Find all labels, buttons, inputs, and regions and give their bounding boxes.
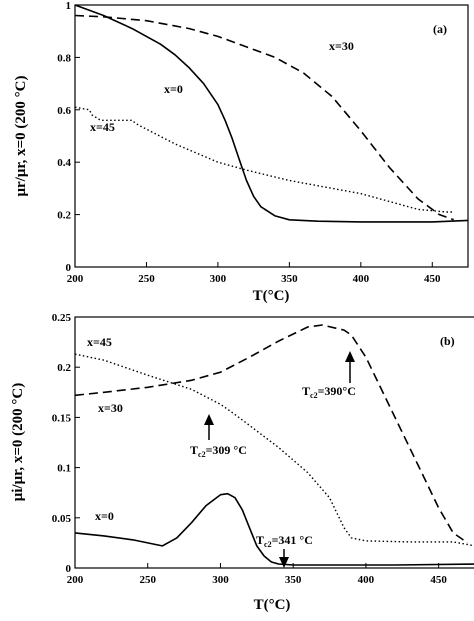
- y-tick-label: 0.2: [57, 210, 71, 222]
- panel-a-label-x30: x=30: [329, 39, 354, 53]
- series-line-x-30: [74, 14, 454, 221]
- panel-b-tag: (b): [440, 334, 455, 348]
- annotation-tc2-390: Tc2=390°C: [302, 351, 356, 400]
- panel-a-frame: [74, 4, 469, 268]
- annotation-text: Tc2=341 °C: [256, 533, 313, 549]
- x-tick-label: 450: [430, 574, 447, 586]
- arrowhead-icon: [279, 557, 289, 568]
- annotation-tc2-309: Tc2=309 °C: [190, 414, 247, 459]
- panel-b-label-x45: x=45: [87, 335, 112, 349]
- panel-a: 200 250 300 350 400 450 0 0.2 0.4 0.6 0.8 1 (a) x=3…: [13, 0, 469, 304]
- panel-a-tag: (a): [433, 22, 447, 36]
- y-tick-label: 0.1: [57, 463, 71, 475]
- panel-b-ticks: 200 250 300 350 400 450 0 0.05 0.1 0.15 0.2 0.25: [52, 312, 448, 586]
- x-tick-label: 350: [285, 574, 302, 586]
- y-tick-label: 0.6: [57, 105, 71, 117]
- series-line-x-0: [74, 4, 469, 223]
- panel-b-series: [74, 324, 474, 566]
- y-tick-label: 0.4: [57, 157, 71, 169]
- panel-a-x-axis-title: T(°C): [253, 288, 290, 304]
- x-tick-label: 200: [67, 574, 84, 586]
- y-tick-label: 0.15: [52, 412, 72, 424]
- panel-a-label-x0: x=0: [164, 82, 183, 96]
- panel-b-frame: [74, 316, 474, 569]
- series-line-x-45: [74, 353, 474, 547]
- x-tick-label: 250: [139, 574, 156, 586]
- panel-b: 200 250 300 350 400 450 0 0.05 0.1 0.15 0.2 0.25 (b…: [10, 312, 474, 613]
- series-line-x-0: [74, 492, 474, 566]
- x-tick-label: 300: [212, 574, 229, 586]
- panel-b-y-axis-title: μi/μr, x=0 (200 °C): [10, 383, 26, 502]
- annotation-tc2-341: Tc2=341 °C: [256, 533, 313, 568]
- x-tick-label: 350: [281, 273, 298, 285]
- y-tick-label: 0: [66, 262, 72, 274]
- y-tick-label: 0.2: [57, 362, 71, 374]
- panel-b-x-axis-title: T(°C): [254, 597, 291, 613]
- x-tick-label: 200: [67, 273, 84, 285]
- x-tick-label: 250: [138, 273, 155, 285]
- annotation-text: Tc2=309 °C: [190, 443, 247, 459]
- x-tick-label: 400: [353, 273, 370, 285]
- panel-a-label-x45: x=45: [90, 120, 115, 134]
- panel-b-label-x0: x=0: [95, 509, 114, 523]
- series-line-x-30: [74, 324, 469, 544]
- y-tick-label: 0.05: [52, 513, 72, 525]
- annotation-text: Tc2=390°C: [302, 384, 356, 400]
- y-tick-label: 1: [66, 0, 72, 12]
- panel-b-label-x30: x=30: [98, 401, 123, 415]
- series-line-x-45: [74, 106, 454, 213]
- x-tick-label: 450: [424, 273, 441, 285]
- y-tick-label: 0.8: [57, 52, 71, 64]
- panel-a-ticks: 200 250 300 350 400 450 0 0.2 0.4 0.6 0.8 1: [57, 0, 441, 285]
- y-tick-label: 0.25: [52, 312, 72, 324]
- arrowhead-icon: [345, 351, 355, 362]
- arrowhead-icon: [204, 414, 214, 425]
- x-tick-label: 300: [210, 273, 227, 285]
- x-tick-label: 400: [358, 574, 375, 586]
- panel-a-series: [74, 4, 469, 223]
- y-tick-label: 0: [66, 563, 72, 575]
- panel-a-y-axis-title: μr/μr, x=0 (200 °C): [13, 76, 29, 197]
